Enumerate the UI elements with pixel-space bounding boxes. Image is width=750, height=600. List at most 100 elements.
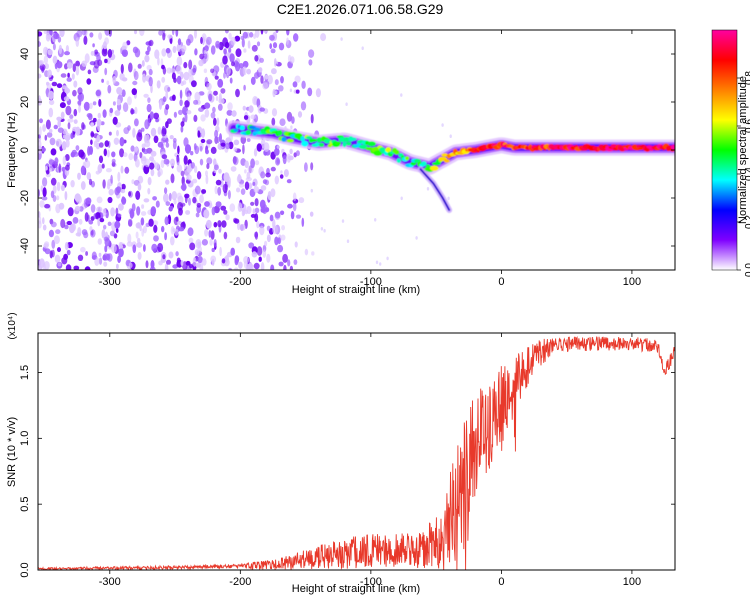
noise-speckle (72, 63, 77, 73)
x-tick-label: -300 (99, 276, 121, 288)
noise-speckle (272, 42, 278, 49)
noise-speckle (150, 206, 157, 216)
noise-speckle (254, 231, 258, 240)
noise-speckle (197, 241, 202, 247)
noise-speckle (99, 218, 105, 223)
noise-speckle (254, 198, 259, 207)
noise-speckle (120, 189, 126, 194)
noise-speckle (57, 127, 64, 133)
noise-speckle (400, 93, 403, 97)
noise-speckle (52, 195, 57, 202)
noise-speckle (54, 157, 59, 165)
noise-speckle (90, 139, 93, 145)
noise-speckle (159, 99, 162, 110)
noise-speckle (287, 155, 294, 161)
noise-speckle (235, 61, 241, 72)
noise-speckle (60, 218, 66, 229)
noise-speckle (223, 48, 227, 55)
ridge-cell (348, 137, 357, 141)
noise-speckle (132, 80, 138, 86)
noise-speckle (121, 77, 128, 82)
noise-speckle (165, 137, 169, 144)
noise-speckle (449, 134, 452, 138)
noise-speckle (108, 131, 112, 136)
noise-speckle (214, 75, 219, 80)
noise-speckle (173, 111, 177, 118)
noise-speckle (144, 158, 151, 168)
noise-speckle (163, 193, 169, 203)
noise-speckle (196, 171, 202, 180)
noise-speckle (227, 190, 231, 200)
noise-speckle (205, 174, 209, 185)
noise-speckle (277, 244, 284, 253)
noise-speckle (45, 32, 51, 42)
noise-speckle (197, 130, 201, 138)
noise-speckle (122, 41, 128, 50)
noise-speckle (201, 189, 207, 194)
noise-speckle (216, 136, 220, 144)
noise-speckle (102, 179, 106, 189)
noise-speckle (184, 193, 190, 199)
noise-speckle (223, 72, 226, 79)
noise-speckle (52, 185, 57, 194)
noise-speckle (95, 212, 101, 219)
noise-speckle (192, 196, 197, 204)
noise-speckle (282, 253, 288, 263)
noise-speckle (220, 142, 226, 147)
noise-speckle (203, 53, 208, 60)
noise-speckle (70, 180, 75, 188)
noise-speckle (77, 100, 82, 105)
noise-speckle (73, 151, 79, 157)
noise-speckle (157, 242, 164, 253)
noise-speckle (215, 201, 222, 208)
noise-speckle (187, 174, 192, 181)
noise-speckle (67, 118, 74, 123)
noise-speckle (42, 187, 47, 198)
noise-speckle (183, 61, 188, 69)
noise-speckle (230, 36, 236, 46)
noise-speckle (308, 59, 313, 66)
noise-speckle (139, 30, 145, 37)
noise-speckle (176, 65, 182, 75)
noise-speckle (176, 192, 182, 200)
noise-speckle (106, 182, 111, 190)
noise-speckle (127, 233, 132, 244)
noise-speckle (274, 147, 280, 156)
noise-speckle (215, 179, 222, 186)
noise-speckle (204, 45, 209, 52)
noise-speckle (89, 32, 94, 38)
noise-speckle (57, 247, 61, 253)
noise-speckle (95, 170, 101, 175)
noise-speckle (65, 139, 70, 148)
noise-speckle (176, 56, 183, 66)
noise-speckle (73, 108, 78, 117)
noise-speckle (183, 155, 188, 165)
noise-speckle (193, 143, 197, 151)
noise-speckle (39, 200, 45, 208)
noise-speckle (101, 229, 106, 239)
noise-speckle (43, 261, 50, 270)
noise-speckle (121, 183, 126, 190)
ridge-cell (316, 137, 323, 143)
noise-speckle (186, 110, 192, 115)
noise-speckle (185, 210, 191, 215)
noise-speckle (166, 259, 171, 265)
noise-speckle (80, 165, 86, 176)
noise-speckle (194, 249, 200, 256)
noise-speckle (229, 53, 235, 63)
noise-speckle (122, 102, 129, 113)
noise-speckle (165, 104, 170, 110)
noise-speckle (103, 261, 108, 267)
noise-speckle (218, 168, 222, 174)
noise-speckle (283, 169, 289, 178)
noise-speckle (43, 30, 50, 35)
noise-speckle (98, 257, 103, 265)
noise-speckle (117, 255, 121, 263)
noise-speckle (97, 112, 102, 119)
noise-speckle (238, 261, 243, 269)
noise-speckle (158, 30, 163, 36)
noise-speckle (102, 109, 107, 118)
noise-speckle (60, 184, 65, 191)
noise-speckle (78, 149, 85, 158)
noise-speckle (119, 148, 125, 158)
